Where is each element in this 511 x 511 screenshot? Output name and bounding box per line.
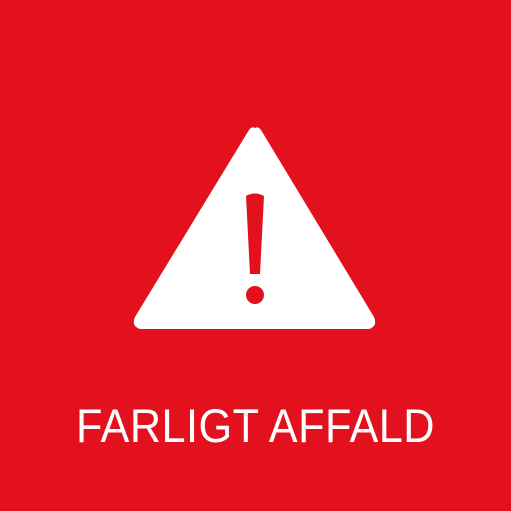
exclamation-mark-icon [246,193,264,274]
sign-label: FARLIGT AFFALD [76,399,435,452]
